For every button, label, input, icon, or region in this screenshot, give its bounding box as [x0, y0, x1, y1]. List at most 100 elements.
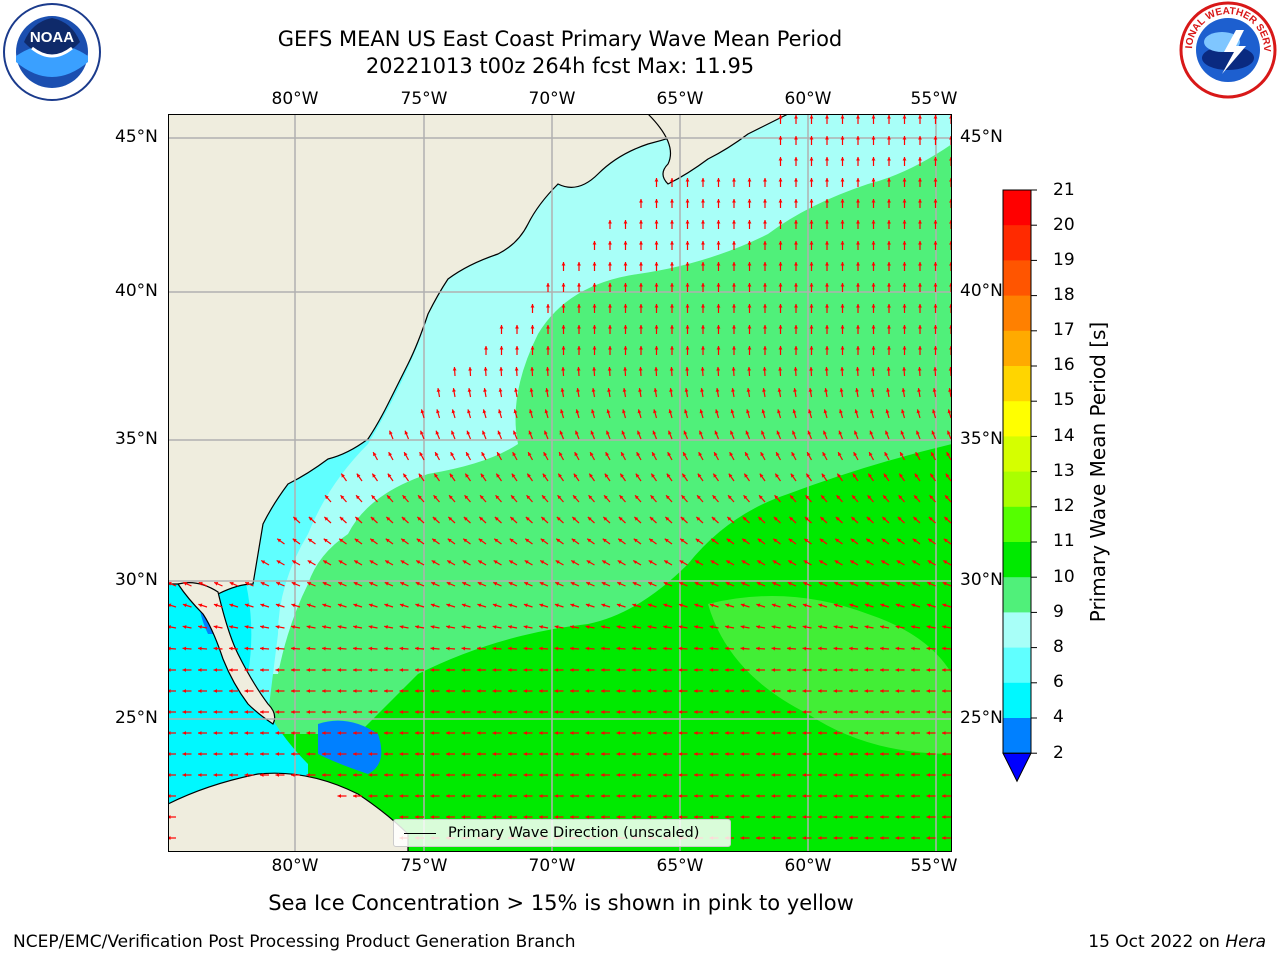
wave-arrow-head: [944, 516, 949, 521]
wave-arrow-head: [634, 516, 639, 521]
wave-arrow-head: [554, 794, 559, 798]
wave-arrow-head: [589, 473, 593, 478]
wave-arrow-head: [809, 304, 814, 308]
wave-arrow-head: [670, 262, 674, 266]
wave-arrow-head: [468, 367, 473, 371]
lon-label-bottom-55w: 55°W: [910, 856, 958, 876]
wave-arrow-head: [713, 473, 717, 478]
wave-arrow-head: [388, 452, 393, 457]
wave-arrow-head: [933, 220, 938, 224]
wave-arrow-head: [747, 304, 752, 308]
wave-arrow-head: [772, 560, 777, 564]
wave-arrow-head: [370, 538, 375, 543]
wave-arrow-head: [244, 625, 249, 629]
wave-arrow-head: [933, 283, 938, 287]
wave-arrow-head: [778, 178, 783, 182]
wave-arrow-head: [325, 495, 329, 500]
wave-arrow-head: [758, 516, 763, 521]
wave-arrow-head: [384, 731, 388, 735]
wave-arrow-head: [864, 794, 869, 798]
wave-arrow-head: [639, 241, 643, 245]
wave-arrow-head: [570, 773, 574, 777]
wave-arrow-head: [275, 668, 280, 672]
wave-arrow-head: [464, 495, 469, 500]
wave-arrow-head: [818, 689, 822, 693]
wave-arrow-head: [275, 731, 280, 735]
wave-arrow-head: [787, 794, 791, 798]
wave-arrow-head: [337, 752, 342, 756]
wave-arrow-head: [399, 689, 404, 693]
wave-arrow-head: [856, 115, 860, 119]
wave-arrow-head: [404, 430, 409, 435]
wave-arrow-head: [561, 283, 566, 287]
wave-arrow-head: [714, 452, 718, 457]
wave-arrow-head: [399, 646, 404, 651]
wave-arrow-head: [430, 603, 435, 608]
wave-arrow-head: [245, 582, 250, 586]
wave-arrow-head: [523, 668, 528, 672]
wave-arrow-head: [926, 668, 931, 672]
wave-arrow-head: [523, 646, 528, 651]
wave-arrow-head: [871, 220, 876, 224]
wave-arrow-head: [747, 220, 752, 224]
wave-arrow-head: [901, 388, 906, 392]
wave-arrow-head: [685, 220, 690, 224]
wave-arrow-head: [430, 668, 435, 672]
wave-arrow-head: [728, 495, 732, 500]
wave-arrow-head: [632, 752, 636, 756]
wave-arrow-head: [654, 304, 659, 308]
wave-arrow-head: [669, 388, 673, 392]
wave-arrow-head: [492, 815, 497, 819]
wave-arrow-head: [918, 346, 922, 350]
cbar-tick-15: 15: [1053, 390, 1075, 410]
wave-arrow-head: [654, 325, 659, 329]
wave-arrow-head: [462, 582, 467, 586]
lat-label-left-45n: 45°N: [115, 127, 158, 147]
wave-arrow-head: [616, 646, 621, 651]
wave-arrow-head: [833, 668, 838, 672]
wave-arrow-head: [833, 815, 838, 819]
wave-arrow-head: [492, 625, 497, 629]
wave-arrow-head: [772, 582, 777, 586]
wave-arrow-head: [849, 752, 853, 756]
wave-arrow-head: [466, 452, 470, 457]
wave-arrow-head: [902, 325, 907, 329]
wave-arrow-head: [592, 283, 597, 287]
wave-arrow-head: [887, 115, 891, 119]
wave-arrow-head: [840, 283, 845, 287]
lon-label-top-55w: 55°W: [910, 89, 958, 109]
wave-arrow-head: [621, 452, 625, 457]
wave-arrow-head: [482, 409, 487, 414]
wave-arrow-head: [933, 325, 938, 329]
colorbar-segment: [1003, 542, 1031, 578]
wave-arrow-head: [555, 560, 560, 564]
wave-arrow-head: [275, 752, 280, 756]
wave-arrow-head: [839, 409, 843, 414]
wave-arrow-head: [732, 220, 736, 224]
wave-arrow-head: [384, 646, 388, 651]
wave-arrow-head: [694, 582, 699, 586]
wave-arrow-head: [606, 430, 610, 435]
wave-arrow-head: [545, 367, 550, 371]
wave-arrow-head: [622, 409, 626, 414]
wave-arrow-head: [368, 668, 373, 672]
wave-arrow-head: [477, 646, 481, 651]
wave-arrow-head: [840, 178, 845, 182]
wave-arrow-head: [918, 115, 922, 119]
wave-arrow-head: [478, 560, 483, 564]
wave-arrow-head: [198, 625, 202, 629]
wave-arrow-head: [774, 495, 779, 500]
wave-arrow-head: [322, 668, 326, 672]
wave-arrow-head: [213, 710, 218, 714]
wave-arrow-head: [306, 625, 311, 629]
wave-arrow-head: [647, 815, 652, 819]
wave-arrow-head: [740, 710, 745, 714]
wave-arrow-head: [353, 710, 357, 714]
wave-arrow-head: [546, 325, 550, 329]
wave-arrow-head: [542, 473, 547, 478]
wave-arrow-head: [732, 283, 736, 287]
wave-arrow-head: [911, 815, 915, 819]
wave-arrow-head: [694, 731, 698, 735]
wave-arrow-head: [539, 689, 543, 693]
cbar-tick-9: 9: [1053, 602, 1064, 622]
